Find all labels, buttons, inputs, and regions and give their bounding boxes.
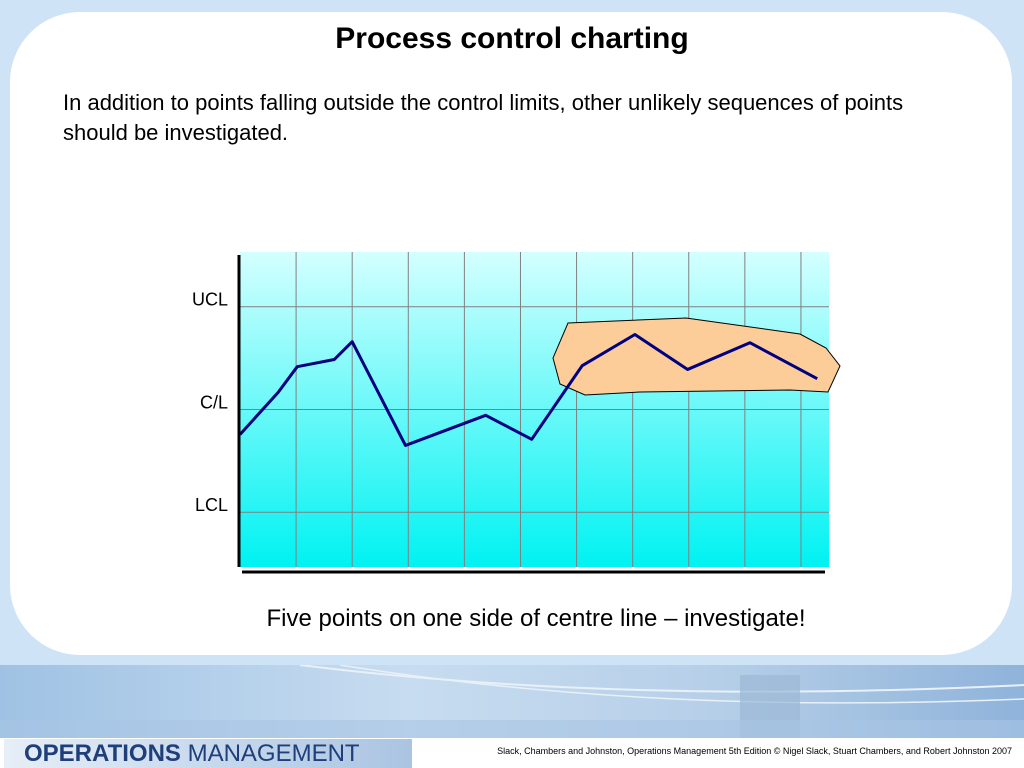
logo-rest: MANAGEMENT	[187, 740, 360, 767]
grid	[240, 252, 829, 567]
y-tick-label: LCL	[195, 495, 228, 515]
marks	[238, 333, 818, 447]
y-tick-label: UCL	[192, 290, 228, 310]
logo: OPERATIONS MANAGEMENT	[4, 739, 412, 768]
caption: Five points on one side of centre line –…	[266, 605, 806, 632]
chart: UCL C/L LCL	[192, 252, 841, 574]
slide-title: Process control charting	[335, 22, 689, 55]
bridge-graphic	[0, 665, 1024, 738]
footer-banner	[0, 665, 1024, 738]
logo-bold: OPERATIONS	[24, 740, 181, 767]
data-line	[238, 333, 818, 447]
y-tick-label: C/L	[200, 392, 228, 412]
highlight-region	[552, 317, 841, 396]
intro-text: In addition to points falling outside th…	[63, 90, 904, 145]
citation: Slack, Chambers and Johnston, Operations…	[497, 746, 1012, 756]
